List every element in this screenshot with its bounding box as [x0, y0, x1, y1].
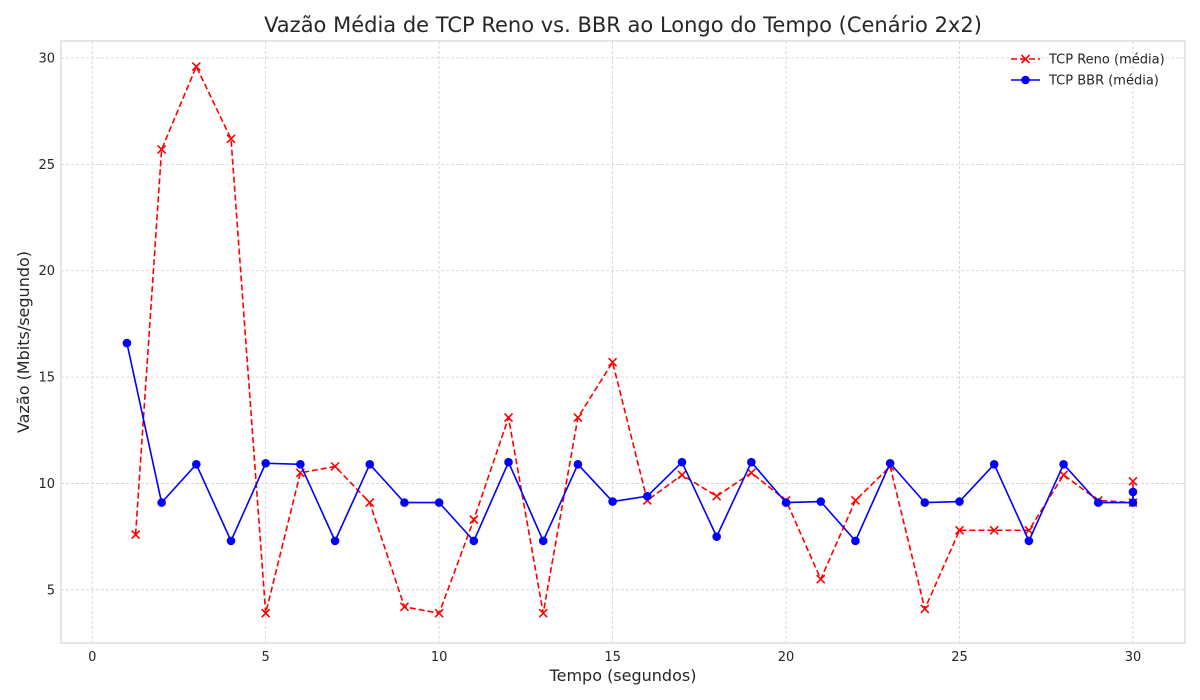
data-point-dot	[226, 536, 236, 546]
data-point-x-marker	[261, 608, 271, 618]
data-point-dot	[712, 532, 721, 541]
data-point-dot	[608, 497, 617, 506]
data-point-x-marker	[746, 468, 756, 478]
data-point-dot	[434, 498, 444, 507]
data-point-x-marker	[538, 608, 548, 618]
data-point-dot	[122, 338, 132, 348]
data-point-x-marker	[989, 525, 999, 535]
tick-labels: 0 5 10 15 20 25 30 5 10 15 20 25 30	[38, 52, 1141, 665]
data-point-x-marker	[850, 495, 860, 506]
plot-frame	[60, 40, 1186, 644]
legend-label: TCP BBR (média)	[1048, 74, 1159, 89]
data-point-x-marker	[330, 461, 340, 472]
data-point-x-marker	[1024, 525, 1034, 535]
data-point-x-marker	[503, 412, 514, 423]
legend-entry: TCP Reno (média)	[1011, 53, 1165, 68]
data-point-dot	[1059, 460, 1068, 469]
data-point-dot	[989, 460, 999, 469]
data-point-x-marker	[608, 357, 618, 367]
data-point-dot	[677, 457, 687, 467]
data-point-dot	[538, 536, 548, 546]
data-point-dot	[400, 498, 409, 507]
data-point-dot	[157, 498, 166, 507]
data-point-dot	[955, 497, 964, 506]
data-point-dot	[920, 498, 930, 507]
data-point-dot	[365, 460, 375, 469]
x-tick-label: 10	[431, 650, 448, 665]
data-point-dot	[1093, 498, 1103, 507]
legend-label: TCP Reno (média)	[1048, 53, 1165, 68]
data-point-x-marker	[226, 134, 236, 144]
legend-entry: TCP BBR (média)	[1011, 74, 1159, 89]
x-axis-title: Tempo (segundos)	[549, 666, 697, 685]
data-point-x-marker	[469, 515, 479, 525]
data-point-dot	[573, 460, 583, 469]
data-point-x-marker	[677, 470, 687, 480]
data-point-dot	[504, 457, 513, 467]
x-tick-label: 25	[951, 650, 968, 665]
y-axis-title: Vazão (Mbits/segundo)	[14, 251, 33, 433]
data-point-dot	[330, 536, 340, 546]
series-tcp-bbr	[122, 338, 1138, 546]
data-point-x-marker	[131, 529, 141, 540]
data-point-dot	[747, 457, 756, 467]
data-point-dot	[296, 460, 305, 469]
x-tick-label: 20	[778, 650, 795, 665]
grid-lines	[61, 41, 1185, 643]
data-point-dot	[469, 536, 479, 546]
data-point-x-marker	[191, 61, 201, 72]
data-point-dot	[261, 458, 270, 468]
data-point-dot	[191, 460, 201, 469]
legend-marker	[1020, 54, 1031, 64]
data-point-x-marker	[399, 602, 410, 612]
data-point-dot	[1128, 487, 1138, 497]
data-point-x-marker	[157, 144, 167, 155]
data-point-x-marker	[1059, 470, 1069, 480]
data-point-dot	[1024, 536, 1034, 546]
y-tick-label: 5	[47, 583, 55, 598]
data-point-dot	[816, 497, 826, 506]
data-point-dot	[885, 458, 895, 468]
series-layer	[122, 61, 1138, 618]
y-tick-label: 10	[38, 477, 55, 492]
data-point-dot	[851, 536, 860, 546]
x-tick-label: 15	[604, 650, 621, 665]
x-tick-label: 5	[262, 650, 270, 665]
y-tick-label: 30	[38, 52, 55, 67]
data-point-dot	[781, 498, 791, 507]
x-tick-label: 0	[88, 650, 96, 665]
data-point-dot	[642, 491, 652, 501]
data-point-x-marker	[434, 608, 444, 618]
data-point-x-marker	[816, 574, 826, 584]
y-tick-label: 25	[38, 158, 55, 173]
data-point-x-marker	[920, 604, 930, 614]
y-tick-label: 20	[38, 264, 55, 279]
data-point-x-marker	[573, 412, 583, 423]
data-point-x-marker	[365, 498, 375, 508]
x-tick-label: 30	[1125, 650, 1142, 665]
data-point-x-marker	[1128, 476, 1138, 486]
legend: TCP Reno (média) TCP BBR (média)	[1011, 53, 1165, 89]
data-point-x-marker	[712, 491, 722, 501]
data-point-x-marker	[954, 525, 965, 535]
legend-marker	[1021, 75, 1030, 85]
y-tick-label: 15	[38, 371, 55, 386]
data-point-dot	[1128, 498, 1138, 507]
chart-title: Vazão Média de TCP Reno vs. BBR ao Longo…	[264, 13, 982, 37]
